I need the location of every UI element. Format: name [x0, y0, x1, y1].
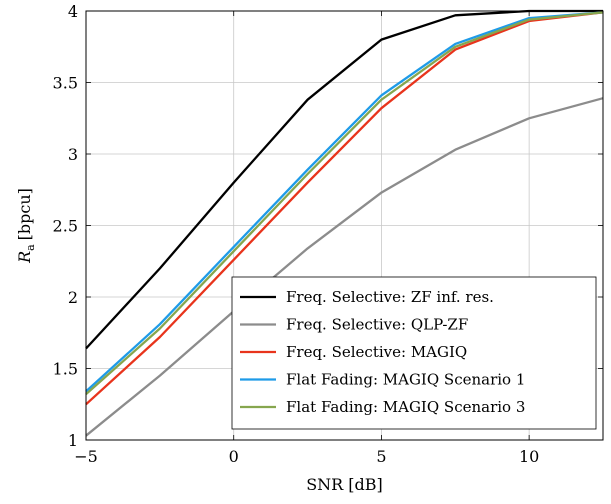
legend-label: Freq. Selective: ZF inf. res. — [286, 288, 494, 306]
series-line — [85, 11, 604, 406]
y-tick-label: 2 — [68, 288, 78, 307]
y-tick-label: 3 — [68, 145, 78, 164]
x-tick-label: −5 — [74, 447, 98, 466]
series-line — [85, 97, 604, 437]
x-tick-label: 10 — [519, 447, 539, 466]
legend-label: Flat Fading: MAGIQ Scenario 3 — [286, 398, 525, 416]
legend-box — [231, 276, 597, 430]
legend: Freq. Selective: ZF inf. res. Freq. Selec… — [231, 276, 597, 430]
legend-label: Flat Fading: MAGIQ Scenario 1 — [286, 371, 525, 389]
y-tick-label: 3.5 — [53, 74, 78, 93]
y-tick-label: 2.5 — [53, 217, 78, 236]
y-axis-title-unit: [bpcu] — [15, 188, 34, 240]
x-tick-label: 5 — [376, 447, 386, 466]
x-axis-title: SNR [dB] — [306, 475, 383, 494]
y-axis-title: Ra [bpcu] — [15, 188, 37, 264]
y-axis-title-sub: a — [24, 244, 37, 251]
y-tick-label: 4 — [68, 2, 78, 21]
axis-ticks: −5 0 5 10 1 1.5 2 2.5 3 3.5 4 — [53, 2, 603, 466]
legend-label: Freq. Selective: QLP-ZF — [286, 316, 468, 334]
series-line — [85, 11, 604, 396]
y-tick-label: 1.5 — [53, 360, 78, 379]
series-line — [85, 9, 603, 350]
x-tick-label: 0 — [229, 447, 239, 466]
y-axis-title-main: R — [15, 251, 34, 264]
legend-label: Freq. Selective: MAGIQ — [286, 343, 467, 361]
series-line — [85, 11, 604, 393]
series-lines — [85, 9, 604, 437]
y-tick-label: 1 — [68, 431, 78, 450]
